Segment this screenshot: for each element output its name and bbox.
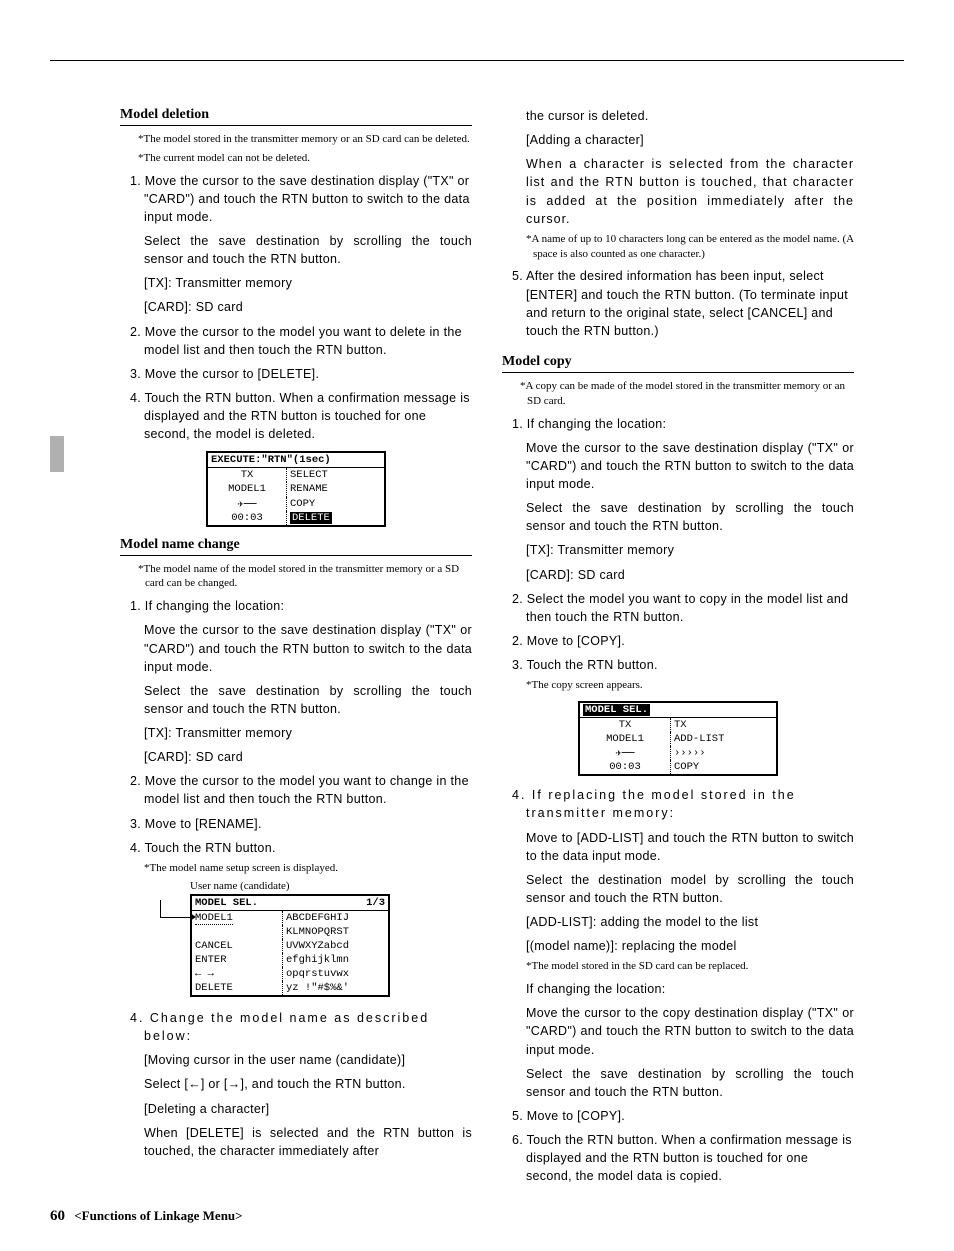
chapter-title: <Functions of Linkage Menu> — [74, 1208, 242, 1223]
lcd-title: EXECUTE:"RTN"(1sec) — [208, 453, 334, 467]
step: 2. Move the cursor to the model you want… — [130, 772, 472, 808]
note: *A name of up to 10 characters long can … — [526, 232, 854, 262]
step: 3. Move to [RENAME]. — [130, 815, 472, 833]
right-column: the cursor is deleted. [Adding a charact… — [502, 101, 904, 1185]
lcd-cell: 00:03 — [580, 760, 670, 774]
step: 1. If changing the location: — [130, 597, 472, 615]
lcd-rename-block: User name (candidate) MODEL SEL.1/3 MODE… — [120, 880, 472, 997]
step: 4. If replacing the model stored in the … — [512, 786, 854, 822]
lcd-cell: ABCDEFGHIJ — [282, 911, 352, 925]
lcd-title: MODEL SEL. — [580, 703, 653, 717]
step-cont: Move the cursor to the copy destination … — [526, 1004, 854, 1058]
step-cont: Select the destination model by scrollin… — [526, 871, 854, 907]
step-cont: Select the save destination by scrolling… — [526, 499, 854, 535]
page-footer: 60 <Functions of Linkage Menu> — [50, 1208, 243, 1225]
step: 2. Move the cursor to the model you want… — [130, 323, 472, 359]
lcd-cell: yz !"#$%&' — [282, 981, 352, 995]
section-title-deletion: Model deletion — [120, 107, 472, 126]
step: 5. After the desired information has bee… — [512, 267, 854, 340]
lcd-cell: TX — [580, 718, 670, 732]
step-cont: If changing the location: — [526, 980, 854, 998]
note: *The model stored in the transmitter mem… — [138, 132, 472, 147]
step: 4. Change the model name as described be… — [130, 1009, 472, 1045]
step-cont: Select the save destination by scrolling… — [144, 232, 472, 268]
side-tab — [50, 436, 64, 472]
pointer-arrow-icon — [160, 900, 190, 918]
note: *A copy can be made of the model stored … — [520, 379, 854, 409]
lcd-cell — [192, 925, 282, 939]
caption: User name (candidate) — [190, 880, 472, 892]
step-cont: When a character is selected from the ch… — [526, 155, 854, 228]
lcd-cell: DELETE — [286, 511, 335, 525]
section-title-rename: Model name change — [120, 537, 472, 556]
lcd-cell: DELETE — [192, 981, 282, 995]
plane-icon: ✈── — [580, 746, 670, 760]
lcd-cell: UVWXYZabcd — [282, 939, 352, 953]
step: 1. If changing the location: — [512, 415, 854, 433]
step-cont: Move the cursor to the save destination … — [526, 439, 854, 493]
step: 2. Select the model you want to copy in … — [512, 590, 854, 626]
step-cont: [TX]: Transmitter memory — [144, 724, 472, 742]
step-cont: the cursor is deleted. — [526, 107, 854, 125]
lcd-cell: ← → — [192, 967, 282, 981]
step: 6. Touch the RTN button. When a confirma… — [512, 1131, 854, 1185]
step-cont: [CARD]: SD card — [144, 298, 472, 316]
lcd-cell: 00:03 — [208, 511, 286, 525]
step-cont: Select the save destination by scrolling… — [144, 682, 472, 718]
lcd-cell: COPY — [286, 497, 318, 511]
step-cont: Select [←] or [→], and touch the RTN but… — [144, 1075, 472, 1093]
note: *The model name setup screen is displaye… — [144, 861, 472, 876]
lcd-cell: opqrstuvwx — [282, 967, 352, 981]
top-rule — [50, 60, 904, 61]
lcd-delete: EXECUTE:"RTN"(1sec) TXSELECT MODEL1RENAM… — [120, 451, 472, 526]
step-cont: [Adding a character] — [526, 131, 854, 149]
columns: Model deletion *The model stored in the … — [50, 101, 904, 1185]
lcd-cell: CANCEL — [192, 939, 282, 953]
note: *The model stored in the SD card can be … — [526, 959, 854, 974]
lcd-cell: MODEL1 — [208, 482, 286, 496]
step-cont: Select the save destination by scrolling… — [526, 1065, 854, 1101]
page-number: 60 — [50, 1208, 65, 1224]
lcd-cell: ADD-LIST — [670, 732, 727, 746]
lcd-cell: MODEL1 — [580, 732, 670, 746]
note: *The copy screen appears. — [526, 678, 854, 693]
lcd-cell: ENTER — [192, 953, 282, 967]
step-cont: Move the cursor to the save destination … — [144, 621, 472, 675]
lcd-cell: MODEL1 — [192, 911, 282, 925]
lcd-cell: KLMNOPQRST — [282, 925, 352, 939]
step-cont: [CARD]: SD card — [526, 566, 854, 584]
note: *The model name of the model stored in t… — [138, 562, 472, 592]
step: 5. Move to [COPY]. — [512, 1107, 854, 1125]
note: *The current model can not be deleted. — [138, 151, 472, 166]
lcd-cell: TX — [208, 468, 286, 482]
step-cont: Move to [ADD-LIST] and touch the RTN but… — [526, 829, 854, 865]
lcd-cell: COPY — [670, 760, 702, 774]
step: 1. Move the cursor to the save destinati… — [130, 172, 472, 226]
step: 4. Touch the RTN button. When a confirma… — [130, 389, 472, 443]
lcd-cell: ››››› — [670, 746, 709, 760]
left-column: Model deletion *The model stored in the … — [50, 101, 472, 1185]
step-cont: [ADD-LIST]: adding the model to the list — [526, 913, 854, 931]
step-cont: [TX]: Transmitter memory — [526, 541, 854, 559]
lcd-copy: MODEL SEL. TXTX MODEL1ADD-LIST ✈──››››› … — [502, 701, 854, 776]
lcd-page: 1/3 — [282, 896, 388, 910]
step-cont: [TX]: Transmitter memory — [144, 274, 472, 292]
step-cont: When [DELETE] is selected and the RTN bu… — [144, 1124, 472, 1160]
lcd-cell: TX — [670, 718, 690, 732]
step: 3. Move the cursor to [DELETE]. — [130, 365, 472, 383]
lcd-cell: RENAME — [286, 482, 331, 496]
step: 4. Touch the RTN button. — [130, 839, 472, 857]
step-cont: [Moving cursor in the user name (candida… — [144, 1051, 472, 1069]
step-cont: [CARD]: SD card — [144, 748, 472, 766]
lcd-cell: SELECT — [286, 468, 331, 482]
section-title-copy: Model copy — [502, 354, 854, 373]
lcd-title: MODEL SEL. — [192, 896, 282, 910]
plane-icon: ✈── — [208, 497, 286, 511]
step-cont: [(model name)]: replacing the model — [526, 937, 854, 955]
lcd-cell: efghijklmn — [282, 953, 352, 967]
step: 2. Move to [COPY]. — [512, 632, 854, 650]
step-cont: [Deleting a character] — [144, 1100, 472, 1118]
step: 3. Touch the RTN button. — [512, 656, 854, 674]
lcd-selected: DELETE — [290, 512, 332, 524]
